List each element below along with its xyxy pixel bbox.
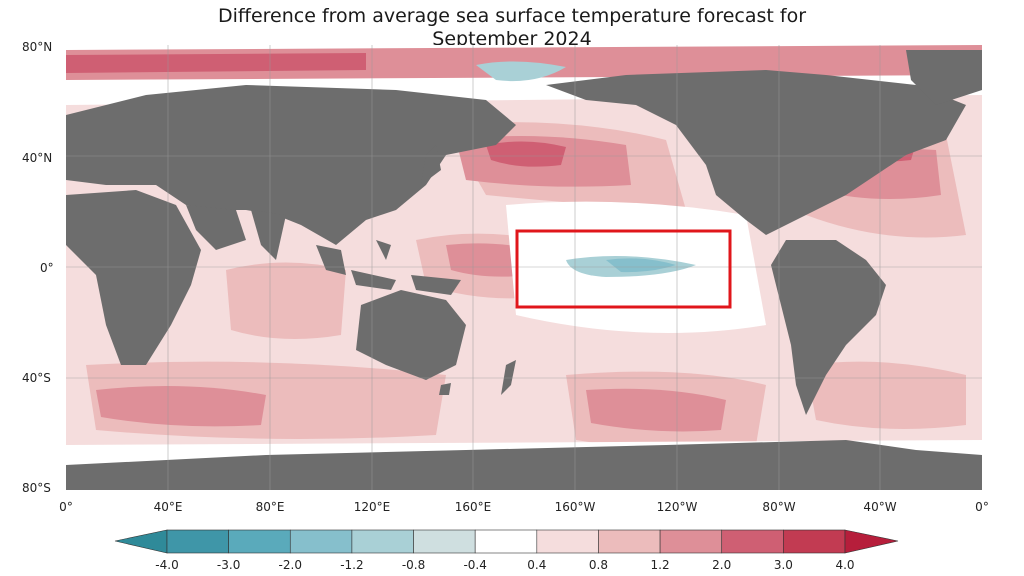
colorbar-cells xyxy=(166,529,846,554)
lat-label-40s: 40°S xyxy=(22,371,51,385)
colorbar-tick-label: 2.0 xyxy=(712,558,732,572)
colorbar-cell xyxy=(659,529,723,554)
colorbar-tick-label: 0.4 xyxy=(527,558,547,572)
land-masses xyxy=(66,50,982,490)
colorbar-tick-label: 1.2 xyxy=(650,558,670,572)
colorbar-tick-label: -1.2 xyxy=(340,558,364,572)
lon-label-120e: 120°E xyxy=(353,500,391,514)
lon-label-160w: 160°W xyxy=(554,500,596,514)
colorbar-tick-label: 3.0 xyxy=(773,558,793,572)
colorbar-cell xyxy=(783,529,846,554)
chart-title-line-1: Difference from average sea surface temp… xyxy=(217,5,807,27)
colorbar-tick-label: -2.0 xyxy=(278,558,302,572)
colorbar-cell xyxy=(598,529,661,554)
cool-anomaly-north-pacific xyxy=(476,61,566,82)
colorbar-tick-label: 0.8 xyxy=(588,558,608,572)
colorbar-extend-high xyxy=(844,529,899,554)
lat-label-80n: 80°N xyxy=(22,40,53,54)
lat-label-80s: 80°S xyxy=(22,481,51,495)
lon-label-0: 0° xyxy=(59,500,73,514)
lon-label-0-end: 0° xyxy=(975,500,989,514)
colorbar-tick-label: 4.0 xyxy=(835,558,855,572)
lon-label-160e: 160°E xyxy=(454,500,492,514)
colorbar-cell xyxy=(721,529,784,554)
colorbar-tick-label: -4.0 xyxy=(155,558,179,572)
colorbar-tick-label: -3.0 xyxy=(216,558,241,572)
colorbar-tick-label: -0.4 xyxy=(463,558,487,572)
colorbar-cell xyxy=(413,529,476,554)
colorbar-extend-low xyxy=(114,529,168,554)
sst-anomaly-map xyxy=(66,45,982,490)
colorbar-cell xyxy=(536,529,599,554)
lon-label-40e: 40°E xyxy=(153,500,183,514)
lon-label-80w: 80°W xyxy=(762,500,796,514)
map-canvas xyxy=(66,45,982,490)
lat-label-equator: 0° xyxy=(40,261,54,275)
lon-label-40w: 40°W xyxy=(863,500,897,514)
colorbar-cell xyxy=(474,529,538,554)
graticule xyxy=(66,45,982,490)
colorbar-cell xyxy=(351,529,414,554)
chart-title-line-2: September 2024 xyxy=(432,28,592,50)
colorbar-tick-label: -0.8 xyxy=(401,558,426,572)
lon-label-120w: 120°W xyxy=(656,500,698,514)
colorbar-cell xyxy=(166,529,229,554)
lon-label-80e: 80°E xyxy=(255,500,285,514)
colorbar-cell xyxy=(228,529,291,554)
colorbar-cell xyxy=(289,529,353,554)
lat-label-40n: 40°N xyxy=(22,151,53,165)
